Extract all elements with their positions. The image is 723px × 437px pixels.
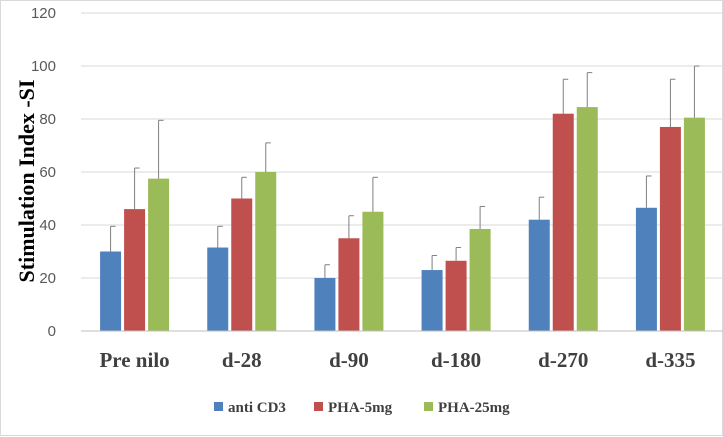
- x-tick-label: d-270: [538, 348, 588, 372]
- bar-anti-cd3-d-28: [207, 247, 229, 331]
- legend-label: PHA-25mg: [438, 400, 510, 416]
- legend-label: PHA-5mg: [328, 400, 393, 416]
- bars: [100, 107, 705, 331]
- y-tick-label: 120: [31, 5, 56, 22]
- axes: 0 20 40 60 80 100 120 Pre nilo d-28 d-90 d-180 d-27…: [31, 5, 723, 372]
- bar-anti-cd3-d-335: [635, 207, 657, 331]
- x-tick-label: d-335: [645, 348, 695, 372]
- bar-pha-25mg-pre-nilo: [148, 178, 170, 331]
- bar-pha-25mg-d-28: [255, 172, 277, 331]
- gridlines: [81, 12, 723, 279]
- x-tick-label: d-28: [222, 348, 262, 372]
- bar-anti-cd3-d-270: [528, 219, 550, 331]
- bar-pha-5mg-d-180: [445, 260, 467, 331]
- bar-anti-cd3-d-180: [421, 270, 443, 331]
- x-tick-label: d-180: [431, 348, 481, 372]
- bar-pha-5mg-pre-nilo: [124, 209, 146, 331]
- legend-swatch: [214, 402, 223, 411]
- legend-label: anti CD3: [228, 400, 286, 416]
- x-tick-label: Pre nilo: [99, 348, 169, 372]
- legend-swatch: [424, 402, 433, 411]
- bar-pha-5mg-d-28: [231, 198, 253, 331]
- legend: anti CD3 PHA-5mg PHA-25mg: [214, 400, 510, 416]
- bar-pha-5mg-d-270: [552, 113, 574, 331]
- bar-pha-25mg-d-180: [469, 228, 491, 331]
- y-tick-label: 80: [39, 111, 56, 128]
- bar-pha-5mg-d-90: [338, 238, 360, 331]
- x-tick-label: d-90: [329, 348, 369, 372]
- y-tick-label: 20: [39, 270, 56, 287]
- y-tick-label: 0: [48, 323, 56, 340]
- bar-anti-cd3-d-90: [314, 278, 336, 331]
- legend-swatch: [314, 402, 323, 411]
- y-tick-label: 100: [31, 58, 56, 75]
- bar-pha-25mg-d-335: [683, 117, 705, 331]
- y-tick-label: 60: [39, 164, 56, 181]
- y-tick-label: 40: [39, 217, 56, 234]
- bar-anti-cd3-pre-nilo: [100, 251, 122, 331]
- y-axis-label: Stimulation Index -SI: [14, 80, 39, 283]
- bar-pha-5mg-d-335: [659, 126, 681, 331]
- bar-pha-25mg-d-270: [576, 107, 598, 331]
- error-bars: [110, 65, 700, 278]
- bar-pha-25mg-d-90: [362, 211, 384, 331]
